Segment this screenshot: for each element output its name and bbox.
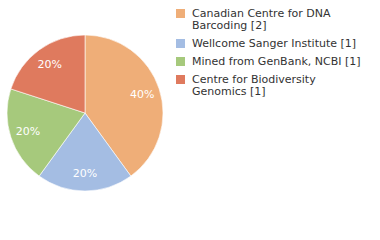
- legend-label: Canadian Centre for DNABarcoding [2]: [192, 7, 331, 32]
- data-label: 20%: [73, 167, 97, 180]
- chart: 40% 20% 20% 20% Canadian Centre for DNABarco…: [0, 0, 380, 240]
- legend-swatch: [176, 9, 185, 18]
- legend-swatch: [176, 75, 185, 84]
- legend-label: Centre for BiodiversityGenomics [1]: [192, 73, 316, 98]
- data-label: 40%: [130, 88, 154, 101]
- legend: Canadian Centre for DNABarcoding [2] Well…: [176, 7, 361, 98]
- data-label: 20%: [37, 58, 61, 71]
- pie: [7, 35, 163, 191]
- legend-label: Wellcome Sanger Institute [1]: [192, 37, 356, 50]
- legend-swatch: [176, 39, 185, 48]
- data-label: 20%: [16, 125, 40, 138]
- legend-label: Mined from GenBank, NCBI [1]: [192, 55, 361, 68]
- pie-slice: [11, 35, 85, 113]
- data-labels: 40% 20% 20% 20%: [16, 58, 155, 180]
- legend-swatch: [176, 57, 185, 66]
